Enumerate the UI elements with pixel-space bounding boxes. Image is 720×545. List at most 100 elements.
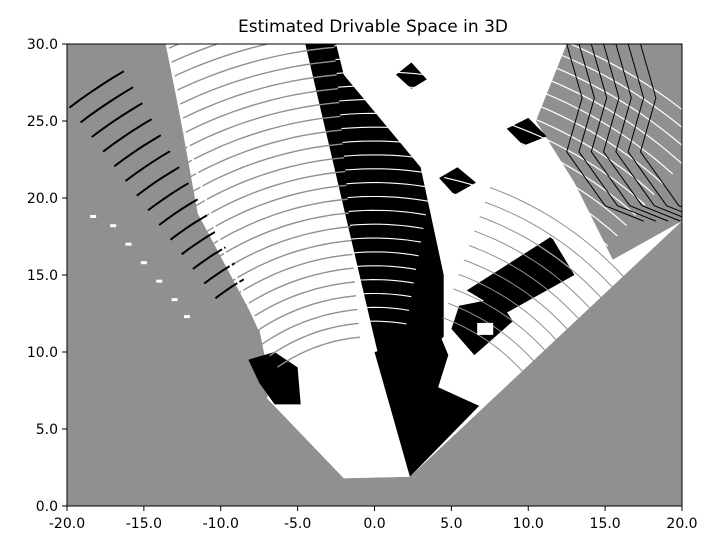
scan-line-wedge — [349, 223, 424, 230]
scan-line-wedge — [348, 209, 426, 216]
scan-line-far-left — [91, 102, 143, 138]
scan-line-wedge — [345, 168, 434, 175]
scan-line-left — [269, 322, 359, 357]
scan-line-wedge — [357, 306, 409, 311]
scan-line-left — [102, 44, 271, 119]
white-patch — [489, 372, 506, 385]
chart-title: Estimated Drivable Space in 3D — [238, 17, 508, 37]
scan-line-wedge — [351, 237, 422, 243]
scan-line-left — [150, 115, 341, 187]
speck — [171, 298, 178, 302]
scan-line-wedge — [347, 195, 429, 202]
scan-line-left — [229, 253, 353, 300]
y-tick-label: 25.0 — [27, 114, 58, 130]
scan-line-right — [568, 44, 682, 111]
scan-line-right — [458, 109, 646, 206]
scan-line-left — [205, 212, 349, 266]
region-near-patch — [266, 352, 410, 479]
scan-line-right-mid — [453, 288, 552, 358]
scan-line-right-mid — [479, 216, 611, 309]
speck — [156, 279, 163, 283]
plot-area — [67, 44, 682, 506]
scan-line-left — [245, 281, 355, 323]
scan-line-far-left — [169, 214, 208, 241]
region-blob-2 — [506, 117, 547, 146]
scan-line-right-mid — [458, 274, 564, 348]
y-tick-label: 15.0 — [27, 268, 58, 284]
scan-line-right — [441, 190, 590, 268]
scan-line-right-mid — [463, 259, 576, 339]
x-tick-label: -5.0 — [284, 516, 311, 532]
region-shadow-wedge — [305, 44, 444, 352]
contour-line — [603, 44, 681, 222]
x-tick-label: -10.0 — [203, 516, 239, 532]
x-tick-label: 10.0 — [513, 516, 544, 532]
white-patch — [477, 322, 494, 335]
scan-line-left — [237, 267, 354, 312]
scan-line-left — [173, 157, 345, 221]
x-tick-label: 20.0 — [666, 516, 697, 532]
scan-line-right — [469, 55, 682, 165]
scan-line-wedge — [340, 112, 443, 120]
scan-line-left — [277, 336, 360, 368]
scan-line-left — [181, 170, 346, 232]
scan-line-far-left — [147, 182, 190, 212]
white-patch — [461, 384, 478, 397]
scan-line-wedge — [343, 154, 436, 161]
region-right-mid-black — [466, 236, 575, 314]
scan-line-right — [452, 136, 627, 227]
scan-line-left — [134, 88, 339, 164]
scan-line-right — [461, 95, 655, 196]
scan-line-wedge — [341, 126, 441, 134]
speck — [90, 214, 97, 218]
scan-line-wedge — [336, 71, 450, 79]
contour-line — [615, 44, 682, 218]
region-black-cone — [374, 336, 449, 477]
scan-line-left — [221, 239, 352, 289]
scan-lines-layer — [68, 44, 682, 397]
scan-line-right — [444, 177, 600, 257]
scan-line-far-left — [102, 118, 153, 153]
scan-line-far-left — [203, 262, 236, 285]
scan-line-left — [110, 46, 335, 130]
scan-line-left — [142, 101, 340, 175]
scan-line-wedge — [352, 251, 419, 257]
scan-line-right-mid — [484, 201, 623, 299]
scan-line-right — [449, 149, 618, 237]
scan-line-wedge — [358, 320, 407, 325]
y-tick-label: 30.0 — [27, 37, 58, 53]
scan-line-wedge — [346, 182, 431, 189]
scan-line-right-mid — [469, 245, 587, 329]
scan-line-right-mid — [442, 317, 528, 378]
scan-line-left — [166, 143, 343, 209]
y-tick-label: 0.0 — [36, 499, 58, 515]
speck — [125, 242, 132, 246]
scan-line-far-left — [192, 246, 226, 270]
x-tick-label: -15.0 — [126, 516, 162, 532]
scan-line-left — [197, 198, 348, 255]
scan-line-right-mid — [490, 187, 634, 289]
x-tick-label: 15.0 — [590, 516, 621, 532]
scan-line-right — [530, 44, 682, 129]
scan-line-left — [126, 74, 337, 153]
scan-line-wedge — [354, 279, 414, 284]
scan-line-far-left — [79, 86, 134, 124]
x-tick-label: 0.0 — [363, 516, 385, 532]
scan-line-right-mid — [447, 302, 540, 368]
contour-line — [627, 44, 682, 213]
scan-line-left — [94, 44, 220, 107]
scan-line-far-left — [113, 134, 162, 168]
scan-line-far-left — [124, 150, 171, 182]
scan-line-left — [253, 295, 357, 334]
x-axis: -20.0 -15.0 -10.0 -5.0 0.0 5.0 10.0 15.0 20.0 — [49, 506, 698, 532]
scan-line-wedge — [355, 292, 412, 298]
y-tick-label: 10.0 — [27, 345, 58, 361]
contour-line — [566, 44, 644, 222]
scan-line-far-left — [181, 230, 217, 256]
scan-line-wedge — [337, 85, 448, 93]
scan-line-far-left — [136, 166, 180, 197]
contour-line — [578, 44, 657, 222]
scan-line-far-left — [158, 198, 199, 226]
region-right-gray — [535, 44, 682, 260]
